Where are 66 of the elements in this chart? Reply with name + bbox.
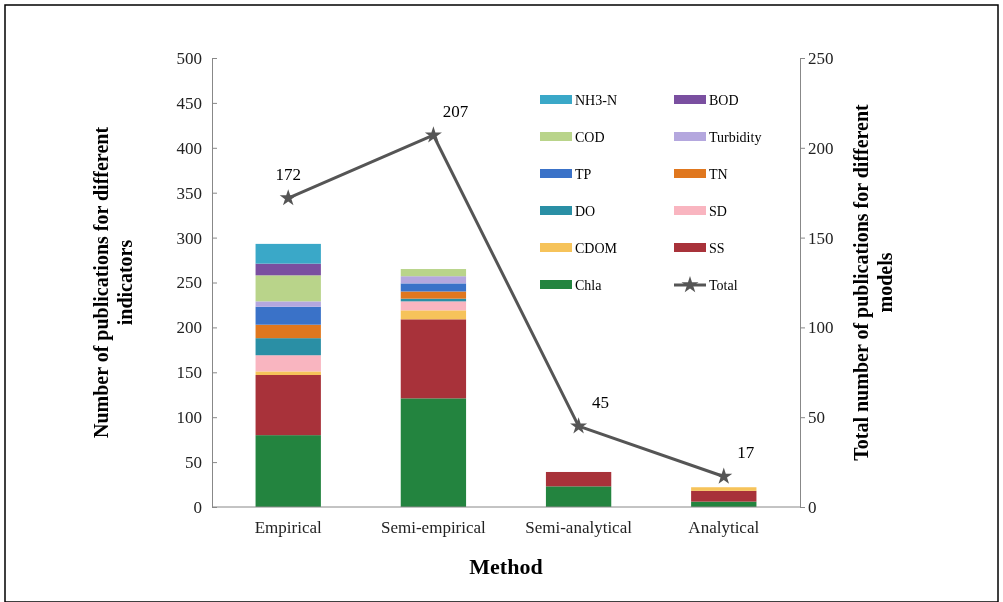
bar [255, 355, 321, 372]
x-axis-title: Method [469, 554, 543, 579]
y-tick-label: 350 [176, 183, 202, 203]
data-label: 17 [737, 443, 755, 463]
y2-tick-label: 100 [808, 318, 834, 338]
y-axis-title: Number of publications for different indicators [90, 126, 136, 439]
bar [400, 276, 467, 284]
legend-label: TP [575, 167, 592, 182]
y2-tick-label: 0 [808, 497, 817, 517]
legend-label: BOD [709, 93, 739, 108]
legend-label: COD [575, 130, 605, 145]
legend-label: NH3-N [575, 93, 617, 108]
x-tick-label: Empirical [254, 518, 323, 538]
bar [400, 398, 467, 507]
y-tick-label: 100 [176, 408, 202, 428]
x-tick-label: Analytical [688, 518, 760, 538]
legend-label: CDOM [575, 241, 618, 256]
legend-label: DO [575, 204, 596, 219]
y2-tick-label: 150 [808, 228, 834, 248]
bar [255, 374, 321, 436]
data-label: 207 [442, 102, 469, 122]
bar [255, 338, 321, 356]
data-label: 45 [592, 393, 610, 413]
legend-label: SS [709, 241, 725, 256]
y-tick-label: 500 [176, 48, 202, 68]
point [570, 417, 588, 434]
x-tick-label: Semi-empirical [381, 518, 487, 538]
y-tick-label: 300 [176, 228, 202, 248]
y-tick-label: 400 [176, 138, 202, 158]
bar [545, 486, 612, 507]
y-tick-label: 450 [176, 93, 202, 113]
point [424, 126, 442, 143]
legend-label: Turbidity [709, 130, 762, 145]
bar [255, 275, 321, 302]
bar [400, 310, 467, 320]
legend-label: SD [709, 204, 727, 219]
bar [255, 243, 321, 264]
bar [255, 324, 321, 339]
y-tick-label: 50 [185, 453, 202, 473]
bar [400, 291, 467, 299]
bar [545, 471, 612, 487]
y2-axis-title: Total number of publications for different models [850, 103, 896, 461]
y2-tick-label: 50 [808, 408, 825, 428]
legend-label: TN [709, 167, 728, 182]
y-tick-label: 0 [193, 497, 202, 517]
bar [400, 283, 467, 292]
data-label: 172 [275, 165, 301, 185]
legend-label: Total [709, 278, 738, 293]
y-tick-label: 200 [176, 318, 202, 338]
legend-label: Chla [575, 278, 603, 293]
y2-tick-label: 250 [808, 48, 834, 68]
y2-tick-label: 200 [808, 138, 834, 158]
bar [255, 435, 321, 507]
y-tick-label: 150 [176, 363, 202, 383]
bar [400, 319, 467, 399]
bar [255, 306, 321, 325]
bar [400, 269, 467, 277]
bar [691, 487, 757, 491]
bar [255, 263, 321, 276]
bar [255, 371, 321, 375]
bar [691, 490, 757, 502]
point [279, 189, 297, 206]
y-tick-label: 250 [176, 273, 202, 293]
x-tick-label: Semi-analytical [525, 518, 633, 538]
bar [400, 301, 467, 311]
bar [255, 301, 321, 307]
